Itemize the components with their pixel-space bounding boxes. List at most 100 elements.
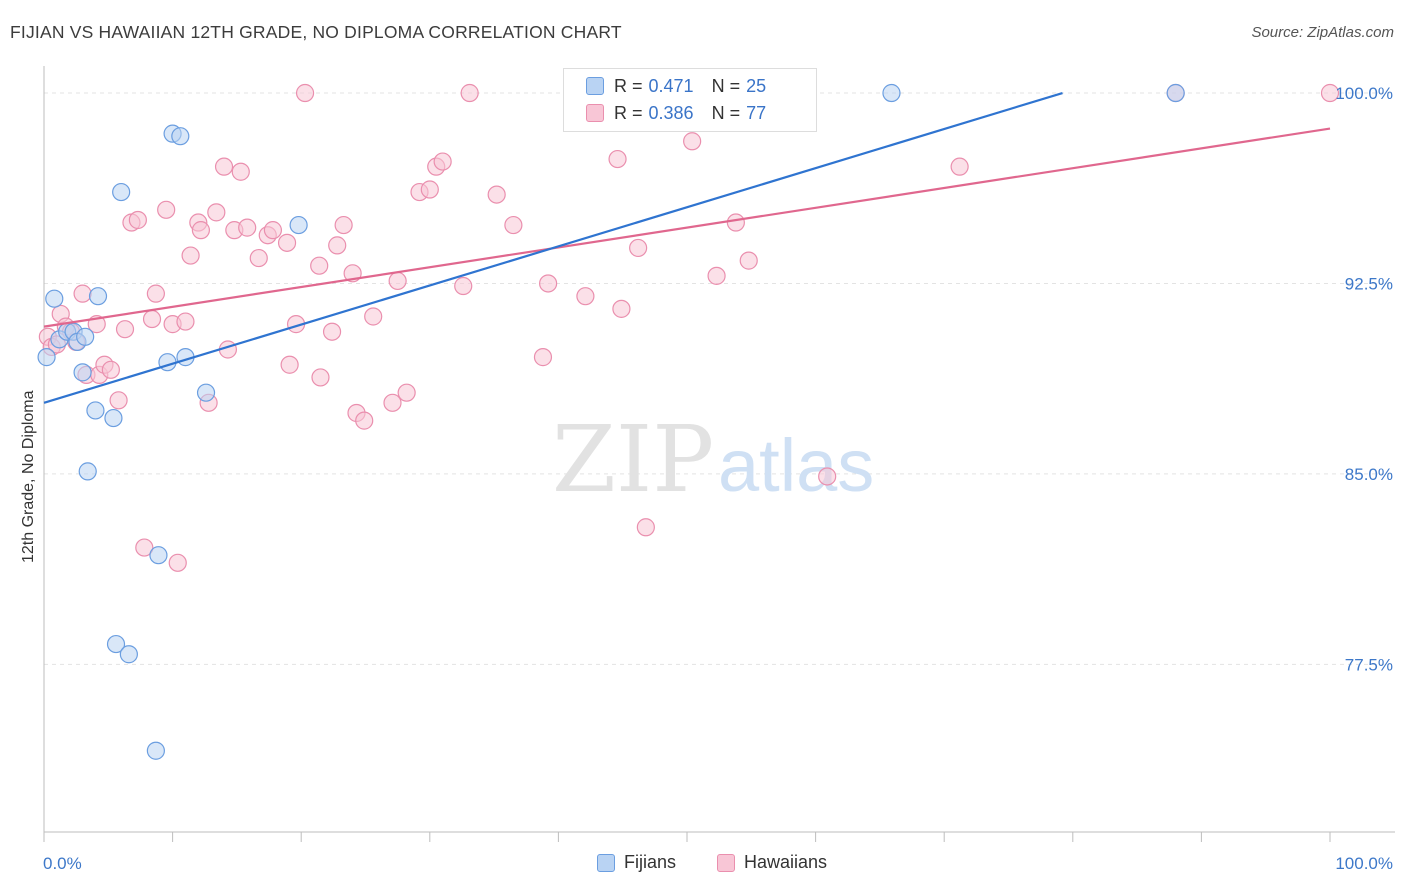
hawaiian-point [364,307,383,326]
legend-fijians-label: Fijians [624,852,677,872]
hawaiian-point [683,132,702,151]
hawaiian-point [263,221,283,240]
hawaiian-point [311,368,330,387]
hawaiian-point [322,322,342,341]
legend-hawaiians-label: Hawaiians [744,852,828,872]
hawaiian-point [539,274,558,293]
legend-r-label: R = [614,75,643,96]
hawaiian-point [207,203,226,222]
fijian-point [171,127,190,146]
hawaiian-point [383,393,402,412]
hawaiian-point [109,391,128,410]
correlation-legend: R = 0.471 N = 25 R = 0.386 N = 77 [563,68,817,132]
y-tick-label: 77.5% [1345,655,1393,674]
y-tick-label: 100.0% [1335,84,1393,103]
hawaiian-point [334,215,353,235]
hawaiian-point [128,210,147,230]
hawaiian-point [397,383,416,402]
hawaiian-point [726,213,745,232]
hawaiian-point [181,246,200,265]
hawaiian-point [115,320,135,339]
hawaiian-point [280,355,299,374]
legend-r-value: 0.386 [648,102,694,123]
hawaiian-point [608,149,627,169]
x-tick-label: 0.0% [43,854,82,873]
hawaiian-swatch [586,104,604,122]
hawaiian-point [388,271,407,291]
hawaiian-point [487,185,506,204]
hawaiian-point [142,309,162,329]
hawaiian-point [454,276,473,296]
series-legend: Fijians Hawaiians [0,852,1406,876]
hawaiian-point [214,157,234,176]
fijian-point [106,634,126,654]
hawaiian-point [707,266,726,285]
fijian-swatch [586,77,604,95]
legend-n-label: N = [711,102,741,123]
hawaiian-point [818,467,837,486]
hawaiian-swatch [717,853,735,872]
hawaiian-point [310,256,329,275]
watermark-atlas: atlas [718,424,874,507]
hawaiian-point [295,83,315,103]
y-tick-label: 85.0% [1345,465,1393,484]
hawaiian-point [629,238,648,258]
hawaiian-point [1320,83,1340,103]
hawaiian-point [433,152,452,171]
legend-n-value: 25 [746,75,767,96]
fijian-point [149,546,168,565]
fijian-point [104,408,123,428]
legend-r-label: R = [614,102,643,123]
fijian-swatch [597,853,615,872]
tick-labels: 77.5% 85.0% 92.5% 100.0% 0.0% 100.0% [43,84,1393,873]
legend-r-value: 0.471 [648,75,694,96]
hawaiian-point [231,162,250,181]
hawaiian-point [612,299,631,318]
hawaiian-point [277,233,297,252]
hawaiian-point [191,221,210,240]
hawaiian-point [420,180,439,199]
legend-item-fijians[interactable]: Fijians [597,852,676,873]
hawaiian-point [533,348,553,367]
legend-row-fijians: R = 0.471 N = 25 [586,73,766,99]
fijian-point [119,645,138,664]
fijian-point [37,348,56,367]
hawaiian-point [355,411,374,430]
legend-item-hawaiians[interactable]: Hawaiians [717,852,827,873]
fijian-point [45,289,64,308]
legend-row-hawaiians: R = 0.386 N = 77 [586,100,766,126]
hawaiian-point [950,157,969,176]
axes [43,66,1395,842]
hawaiian-trend-line [43,127,1331,328]
fijian-point [88,287,108,306]
watermark-zip: ZIP [552,406,714,513]
fijian-trend-line [43,91,1063,404]
fijian-points [37,83,1185,760]
hawaiian-point [238,218,257,237]
chart-title: FIJIAN VS HAWAIIAN 12TH GRADE, NO DIPLOM… [10,22,622,42]
watermark: ZIP atlas [552,406,874,513]
legend-n-label: N = [711,75,741,96]
hawaiian-point [576,287,595,306]
hawaiian-point [146,284,165,303]
y-tick-label: 92.5% [1345,274,1393,293]
hawaiian-point [176,312,195,331]
hawaiian-point [157,200,176,219]
hawaiian-point [135,538,154,557]
hawaiian-point [168,553,187,572]
fijian-point [196,383,216,402]
fijian-point [86,401,105,420]
legend-n-value: 77 [746,102,767,123]
fijian-point [112,182,131,202]
hawaiian-point [460,83,479,103]
hawaiian-point [73,284,92,303]
fijian-point [1166,83,1185,103]
hawaiian-point [636,518,655,537]
fijian-point [78,462,97,481]
x-tick-label: 100.0% [1335,854,1393,873]
fijian-point [146,741,165,760]
hawaiian-point [328,236,347,255]
gridlines [44,92,1395,665]
fijian-point [76,327,95,346]
